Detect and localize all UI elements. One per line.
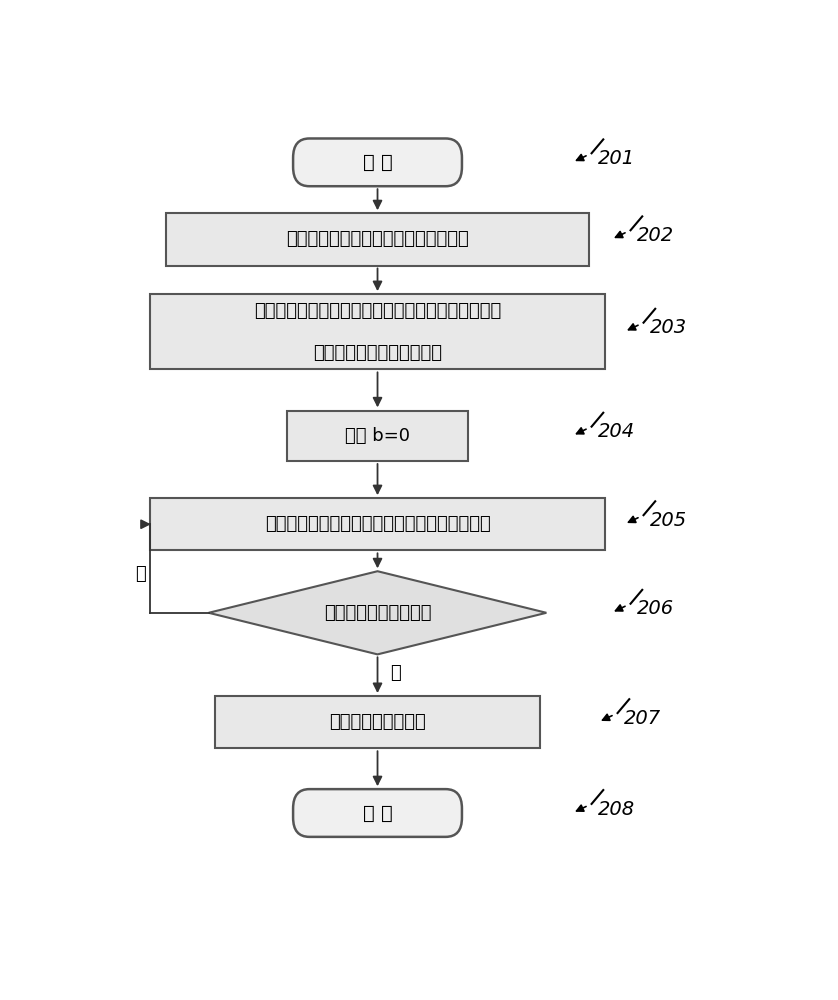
Text: 初始化未标记样本的隶属度: 初始化未标记样本的隶属度 bbox=[313, 344, 442, 362]
Bar bbox=[150, 294, 605, 369]
Text: 202: 202 bbox=[637, 226, 675, 245]
Text: 判断是否达到终止条件: 判断是否达到终止条件 bbox=[323, 604, 432, 622]
Text: 输入图像的分割结果: 输入图像的分割结果 bbox=[329, 713, 426, 731]
Text: 使用种子集的加权平均初始化聚类中心: 使用种子集的加权平均初始化聚类中心 bbox=[286, 230, 469, 248]
Text: 201: 201 bbox=[598, 149, 635, 168]
Text: 207: 207 bbox=[624, 709, 661, 728]
Text: 208: 208 bbox=[598, 800, 635, 819]
Text: 设定 b=0: 设定 b=0 bbox=[345, 427, 410, 445]
Text: 更新聚类中心、隶属度矩阵，并计算目标函数值: 更新聚类中心、隶属度矩阵，并计算目标函数值 bbox=[265, 515, 490, 533]
Text: 206: 206 bbox=[637, 599, 675, 618]
Bar bbox=[150, 498, 605, 550]
FancyBboxPatch shape bbox=[293, 789, 462, 837]
Bar bbox=[167, 213, 588, 266]
Bar bbox=[215, 696, 540, 748]
Text: 使用硬化分的方法初始化标记样本的隶属度，并随机: 使用硬化分的方法初始化标记样本的隶属度，并随机 bbox=[254, 302, 501, 320]
Text: 开 始: 开 始 bbox=[363, 153, 392, 172]
Polygon shape bbox=[209, 571, 546, 654]
Text: 结 束: 结 束 bbox=[363, 804, 392, 822]
Text: 否: 否 bbox=[135, 565, 146, 583]
Text: 204: 204 bbox=[598, 422, 635, 441]
Bar bbox=[287, 411, 468, 461]
Text: 203: 203 bbox=[650, 318, 687, 337]
Text: 是: 是 bbox=[391, 664, 401, 682]
Text: 205: 205 bbox=[650, 511, 687, 530]
FancyBboxPatch shape bbox=[293, 138, 462, 186]
